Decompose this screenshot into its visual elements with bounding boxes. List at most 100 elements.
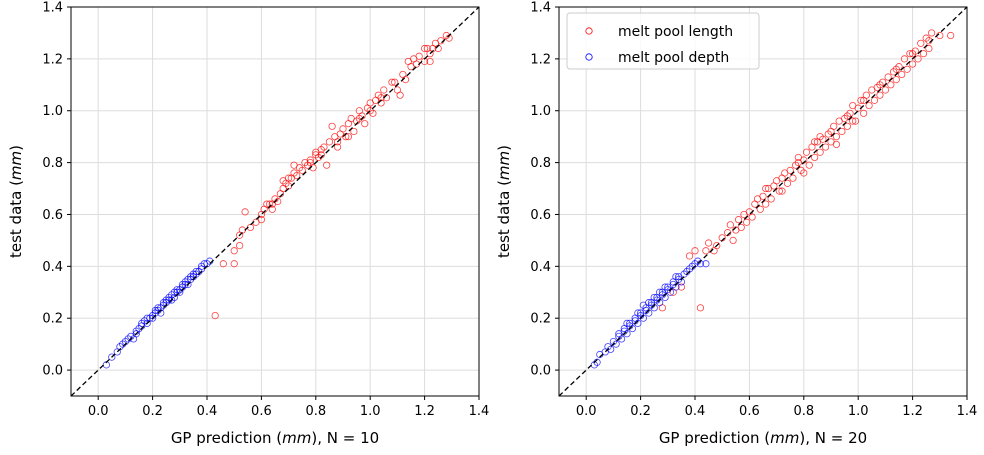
melt-pool-length-point (800, 169, 808, 177)
y-tick-label: 1.4 (42, 1, 63, 16)
melt-pool-length-point (426, 50, 434, 58)
melt-pool-length-point (350, 127, 358, 136)
x-axis-title-suffix: ), N = 20 (799, 429, 867, 447)
melt-pool-length-point (268, 200, 276, 208)
melt-pool-length-point (380, 86, 388, 94)
melt-pool-depth-point (702, 260, 710, 268)
melt-pool-depth-point (672, 273, 680, 281)
melt-pool-length-point (241, 208, 249, 216)
melt-pool-length-point (325, 138, 333, 146)
legend-box (566, 12, 760, 70)
melt-pool-length-point (794, 159, 802, 167)
melt-pool-length-point (317, 146, 325, 154)
y-tick-label: 0.2 (530, 312, 551, 327)
y-tick-label: 1.2 (42, 52, 63, 67)
melt-pool-length-point (870, 96, 879, 104)
y-axis-title-unit: mm (495, 151, 513, 180)
melt-pool-length-point (323, 161, 331, 169)
melt-pool-length-point (805, 161, 813, 169)
melt-pool-length-point (361, 120, 369, 128)
melt-pool-length-point (713, 241, 721, 250)
melt-pool-length-point (911, 47, 919, 55)
y-tick-label: 0.6 (530, 208, 551, 223)
melt-pool-length-point (295, 164, 304, 172)
melt-pool-length-point (290, 169, 298, 177)
melt-pool-length-point (783, 179, 792, 187)
melt-pool-length-point (366, 107, 374, 115)
x-tick-label: 0.4 (685, 404, 706, 419)
melt-pool-length-point (895, 63, 903, 71)
melt-pool-depth-point (178, 280, 187, 289)
melt-pool-length-point (928, 29, 936, 37)
melt-pool-length-point (762, 184, 770, 193)
melt-pool-length-point (797, 166, 805, 174)
melt-pool-length-point (263, 200, 271, 208)
identity-reference-line (71, 7, 479, 396)
melt-pool-depth-point (165, 293, 173, 302)
melt-pool-length-point (843, 112, 851, 120)
data-area (71, 7, 479, 396)
y-axis-title: test data (mm) (495, 145, 513, 258)
melt-pool-length-point (775, 187, 783, 195)
melt-pool-length-point (832, 133, 841, 141)
melt-pool-length-point (887, 81, 895, 89)
right-scatter-panel: 0.0 0.2 0.4 0.6 0.8 1.0 1.2 1.4 0.0 0.2 0.4 0.6 0.8 1… (495, 1, 977, 448)
melt-pool-length-point (677, 283, 686, 291)
melt-pool-length-point (811, 138, 819, 146)
melt-pool-length-point (743, 218, 751, 226)
melt-pool-length-point (876, 91, 884, 99)
melt-pool-length-point (734, 216, 743, 224)
melt-pool-length-point (908, 60, 917, 68)
melt-pool-length-point (306, 156, 314, 164)
melt-pool-depth-point (623, 319, 631, 327)
melt-pool-length-point (374, 91, 382, 99)
melt-pool-depth-point (650, 293, 658, 302)
melt-pool-length-point (268, 205, 276, 213)
x-tick-label: 1.4 (469, 404, 490, 419)
melt-pool-length-point (827, 127, 835, 136)
x-axis-title-unit: mm (282, 429, 311, 447)
melt-pool-length-point (759, 192, 767, 200)
melt-pool-length-point (388, 78, 396, 86)
melt-pool-length-point (843, 122, 851, 130)
melt-pool-length-point (824, 130, 832, 138)
x-axis-title-prefix: GP prediction ( (659, 429, 770, 447)
melt-pool-length-point (737, 223, 745, 232)
melt-pool-length-point (369, 109, 377, 117)
melt-pool-depth-point (634, 309, 642, 317)
left-scatter-panel: 0.0 0.2 0.4 0.6 0.8 1.0 1.2 1.4 0.0 0.2 0.4 0.6 0.8 1… (7, 1, 489, 448)
melt-pool-length-point (767, 195, 775, 203)
legend: melt pool length melt pool depth (566, 12, 760, 70)
y-axis-title: test data (mm) (7, 145, 25, 258)
melt-pool-length-point (865, 101, 873, 110)
melt-pool-length-point (816, 148, 824, 156)
melt-pool-length-point (415, 52, 423, 60)
melt-pool-depth-point (108, 353, 116, 361)
x-tick-label: 0.8 (305, 404, 326, 419)
melt-pool-length-point (219, 260, 227, 268)
melt-pool-length-point (821, 143, 830, 151)
melt-pool-length-point (892, 76, 900, 84)
legend-label-melt-pool-depth: melt pool depth (618, 50, 729, 66)
melt-pool-length-point (211, 312, 219, 320)
legend-marker-melt-pool-depth (585, 53, 593, 61)
x-axis-title-unit: mm (770, 429, 799, 447)
melt-pool-length-point (320, 143, 328, 151)
melt-pool-length-point (391, 78, 399, 86)
melt-pool-length-point (756, 205, 764, 213)
melt-pool-length-point (328, 122, 336, 130)
melt-pool-length-point (339, 125, 347, 133)
x-tick-label: 0.6 (251, 404, 272, 419)
melt-pool-length-point (702, 247, 710, 255)
melt-pool-length-point (762, 200, 770, 208)
x-tick-label: 0.2 (630, 404, 651, 419)
x-tick-label: 0.6 (739, 404, 760, 419)
y-tick-label: 1.2 (530, 52, 551, 67)
melt-pool-length-point (876, 81, 884, 89)
melt-pool-length-point (857, 96, 865, 104)
x-tick-label: 1.4 (957, 404, 978, 419)
melt-pool-length-point (881, 86, 890, 94)
y-axis-title-unit: mm (7, 151, 25, 180)
x-tick-label: 0.2 (142, 404, 163, 419)
melt-pool-length-point (726, 221, 734, 229)
